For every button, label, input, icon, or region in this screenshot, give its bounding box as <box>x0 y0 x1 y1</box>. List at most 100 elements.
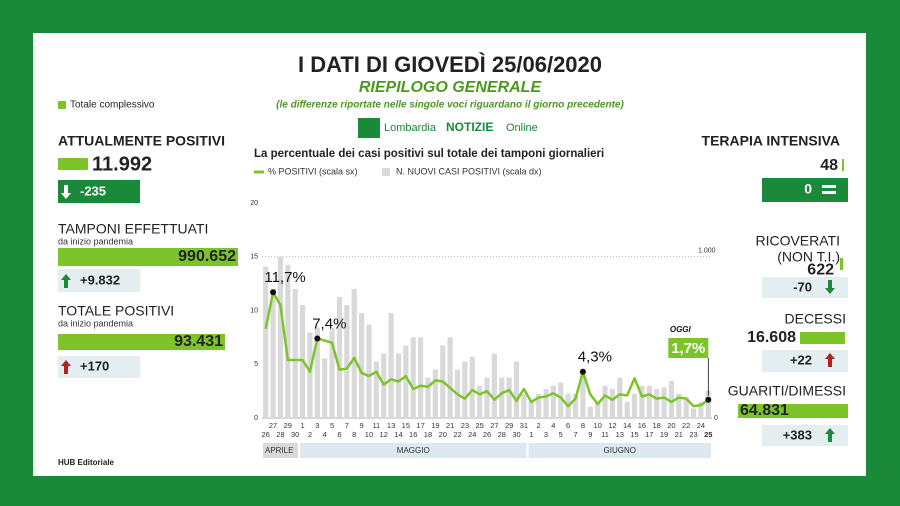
arrow-down <box>825 280 835 294</box>
bar <box>506 377 512 418</box>
x-tick-label: 23 <box>461 421 469 430</box>
value-label: 1,7% <box>671 340 705 357</box>
x-tick-label: 7 <box>345 421 349 430</box>
stat-change: -235 <box>80 183 106 198</box>
x-tick-label: 22 <box>682 421 690 430</box>
title: I DATI DI GIOVEDÌ 25/06/2020 <box>298 52 602 77</box>
bar <box>336 297 343 418</box>
legend-swatch <box>58 101 66 109</box>
bar <box>609 388 615 418</box>
x-tick-label: 9 <box>360 421 364 430</box>
month-label: GIUGNO <box>604 446 636 455</box>
stat-sublabel: da inizio pandemia <box>58 318 133 328</box>
x-tick-label: 24 <box>697 421 705 430</box>
bar <box>595 401 601 418</box>
y2-tick-label: 1.000 <box>698 248 716 255</box>
x-tick-label: 1 <box>529 430 533 439</box>
stat-change: +22 <box>790 352 812 367</box>
stat-sublabel: (NON T.I.) <box>777 249 840 265</box>
change-box <box>58 356 140 378</box>
bar <box>572 393 579 418</box>
bar <box>543 388 549 418</box>
equal-sign <box>822 185 836 194</box>
stat-bar <box>840 258 843 270</box>
x-tick-label: 10 <box>365 430 373 439</box>
stat-label: TOTALE POSITIVI <box>58 303 174 319</box>
x-tick-label: 11 <box>601 430 609 439</box>
x-tick-label: 18 <box>424 430 432 439</box>
stat-bar <box>800 332 845 344</box>
chart-title: La percentuale dei casi positivi sul tot… <box>254 148 604 160</box>
bar <box>558 382 564 418</box>
bar <box>624 401 630 418</box>
stat-change: 0 <box>804 181 812 197</box>
x-tick-label: 4 <box>551 421 555 430</box>
x-tick-label: 28 <box>276 430 284 439</box>
x-tick-label: 5 <box>330 421 334 430</box>
stat-total: 990.652 <box>178 248 236 265</box>
subtitle: RIEPILOGO GENERALE <box>359 79 543 96</box>
x-tick-label: 12 <box>380 430 388 439</box>
bar <box>263 266 269 418</box>
bar <box>513 361 520 418</box>
bar <box>322 358 328 418</box>
change-box <box>762 178 848 202</box>
x-tick-label: 19 <box>660 430 668 439</box>
stat-total: 622 <box>807 261 834 278</box>
stat-total: 11.992 <box>92 153 152 175</box>
value-label: 4,3% <box>578 349 612 366</box>
change-box <box>762 350 848 372</box>
month-band <box>299 443 527 458</box>
arrow-up <box>61 274 71 288</box>
bar <box>366 324 372 418</box>
bar <box>668 380 675 418</box>
bar <box>631 393 638 418</box>
change-box <box>58 269 140 292</box>
stat-label: RICOVERATI <box>755 233 840 249</box>
bar <box>469 356 475 418</box>
bar <box>432 369 438 418</box>
bar <box>690 408 697 418</box>
line <box>264 290 710 408</box>
point <box>314 335 321 342</box>
brand: Lombardia <box>384 122 437 134</box>
stat-label: TERAPIA INTENSIVA <box>702 133 840 149</box>
x-tick-label: 6 <box>337 430 341 439</box>
month-label: MAGGIO <box>397 446 430 455</box>
point <box>270 289 277 296</box>
bar <box>477 385 483 418</box>
bar <box>491 353 497 418</box>
x-tick-label: 10 <box>593 421 601 430</box>
x-tick-label: 5 <box>559 430 563 439</box>
x-tick-label: 23 <box>689 430 697 439</box>
bar <box>285 264 291 418</box>
x-tick-label: 29 <box>505 421 513 430</box>
x-tick-label: 18 <box>653 421 661 430</box>
change-box <box>762 277 848 298</box>
stat-total: 93.431 <box>174 333 223 350</box>
x-tick-label: 21 <box>675 430 683 439</box>
x-tick-label: 17 <box>416 421 424 430</box>
stat-total: 16.608 <box>747 329 796 346</box>
x-tick-label: 12 <box>608 421 616 430</box>
month-band <box>263 443 298 458</box>
legend-label: % POSITIVI (scala sx) <box>268 166 358 176</box>
bar <box>395 353 402 418</box>
stat-change: -70 <box>793 279 812 294</box>
x-tick-label: 14 <box>623 421 631 430</box>
stat-bar <box>842 159 844 171</box>
bar <box>292 288 298 418</box>
bar <box>373 361 379 418</box>
x-tick-label: 9 <box>588 430 592 439</box>
x-tick-label: 4 <box>323 430 327 439</box>
x-tick-label: 30 <box>512 430 520 439</box>
bar <box>277 256 284 418</box>
bar <box>661 387 667 418</box>
stat-total: 64.831 <box>740 402 789 419</box>
arrow-up <box>825 428 835 442</box>
x-tick-label: 2 <box>308 430 312 439</box>
bar <box>418 337 424 418</box>
bar <box>676 393 682 418</box>
bar <box>683 397 689 418</box>
